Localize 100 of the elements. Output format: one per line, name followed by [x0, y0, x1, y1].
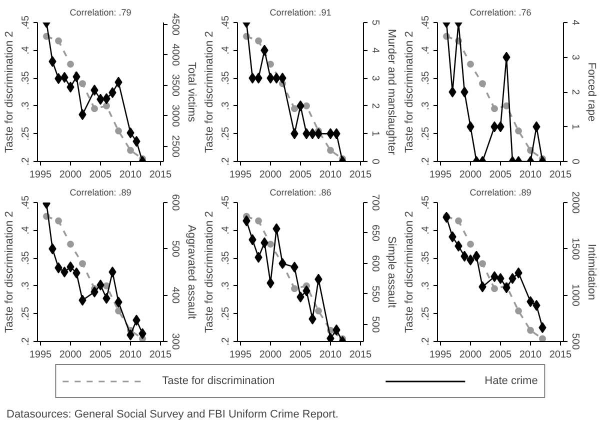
- y-tick-label: .2: [420, 156, 432, 166]
- y2-tick-label: 1: [370, 130, 380, 137]
- y-tick-label: .25: [220, 306, 232, 321]
- y2-axis-title: Simple assault: [386, 236, 398, 308]
- y-tick-label: .45: [20, 15, 32, 30]
- x-tick-label: 2010: [319, 350, 342, 360]
- y-tick-label: .2: [20, 336, 32, 346]
- y2-axis-title: Total victims: [186, 62, 198, 122]
- y-tick-label: .45: [20, 195, 32, 210]
- y-tick-label: .45: [220, 15, 232, 30]
- y-tick-label: .25: [420, 126, 432, 141]
- chart-title: Correlation: .79: [70, 8, 132, 18]
- y-tick-label: .4: [420, 46, 432, 54]
- y-axis-title: Taste for discrimination 2: [204, 211, 216, 333]
- x-tick-label: 2005: [489, 350, 512, 360]
- x-tick-label: 1995: [29, 170, 52, 180]
- y2-tick-label: 2: [370, 103, 380, 110]
- y2-tick-label: 3500: [170, 74, 180, 97]
- x-tick-label: 1995: [229, 350, 252, 360]
- y2-tick-label: 4500: [170, 13, 180, 36]
- y-tick-label: .4: [20, 226, 32, 234]
- chart-title: Correlation: .86: [270, 188, 332, 198]
- y-tick-label: .3: [420, 101, 432, 110]
- x-tick-label: 2010: [319, 170, 342, 180]
- x-tick-label: 2005: [89, 170, 112, 180]
- x-tick-label: 1995: [29, 350, 52, 360]
- x-tick-label: 2000: [259, 350, 282, 360]
- y-tick-label: .4: [220, 226, 232, 234]
- x-tick-label: 2015: [149, 350, 172, 360]
- y2-tick-label: 0: [570, 158, 580, 165]
- chart-title: Correlation: .89: [70, 188, 132, 198]
- y2-tick-label: 0: [370, 158, 380, 165]
- y-tick-label: .35: [20, 250, 32, 266]
- y2-tick-label: 400: [170, 286, 180, 304]
- y-tick-label: .2: [420, 336, 432, 346]
- y-tick-label: .35: [220, 70, 232, 86]
- x-tick-label: 2015: [349, 170, 372, 180]
- y2-axis-title: Aggravated assault: [186, 224, 198, 320]
- y2-tick-label: 700: [370, 194, 380, 212]
- y-axis-title: Taste for discrimination 2: [404, 211, 416, 333]
- x-tick-label: 2005: [489, 170, 512, 180]
- x-tick-label: 2015: [349, 350, 372, 360]
- y-tick-label: .35: [20, 70, 32, 86]
- x-tick-label: 2010: [119, 170, 142, 180]
- y-axis-title: Taste for discrimination 2: [404, 31, 416, 153]
- y2-tick-label: 4000: [170, 44, 180, 66]
- y2-tick-label: 1000: [570, 284, 580, 307]
- chart-title: Correlation: .91: [270, 8, 332, 18]
- y2-tick-label: 500: [170, 240, 180, 258]
- y-tick-label: .3: [220, 281, 232, 290]
- y2-tick-label: 2000: [570, 191, 580, 214]
- text: Taste for discrimination: [162, 375, 275, 387]
- y-tick-label: .3: [220, 101, 232, 110]
- y2-tick-label: 1500: [570, 238, 580, 260]
- y-tick-label: .25: [420, 306, 432, 321]
- y2-tick-label: 600: [370, 255, 380, 272]
- y2-tick-label: 600: [170, 194, 180, 212]
- x-tick-label: 2000: [59, 350, 82, 360]
- y-tick-label: .45: [420, 15, 432, 30]
- y2-axis-title: Intimidation: [586, 244, 598, 300]
- y2-tick-label: 5: [370, 20, 380, 26]
- y-tick-label: .4: [220, 46, 232, 54]
- y-tick-label: .25: [20, 126, 32, 141]
- x-tick-label: 2015: [549, 350, 572, 360]
- y-axis-title: Taste for discrimination 2: [204, 31, 216, 153]
- y2-tick-label: 3000: [170, 104, 180, 128]
- x-tick-label: 2015: [149, 170, 172, 180]
- y2-tick-label: 650: [370, 224, 380, 242]
- y2-tick-label: 2500: [170, 135, 180, 158]
- x-tick-label: 2015: [549, 170, 572, 180]
- y2-tick-label: 3: [370, 75, 380, 82]
- x-tick-label: 1995: [229, 170, 252, 180]
- y2-tick-label: 4: [570, 20, 580, 26]
- x-tick-label: 2005: [89, 350, 112, 360]
- x-tick-label: 2005: [289, 170, 312, 180]
- text: Hate crime: [484, 375, 538, 387]
- y-tick-label: .3: [20, 281, 32, 290]
- x-tick-label: 2000: [259, 170, 282, 180]
- x-tick-label: 2010: [519, 170, 542, 180]
- y2-tick-label: 1: [570, 124, 580, 130]
- y-tick-label: .25: [20, 306, 32, 321]
- y2-tick-label: 500: [570, 333, 580, 350]
- x-tick-label: 2010: [119, 350, 142, 360]
- x-tick-label: 2000: [59, 170, 82, 180]
- y-tick-label: .2: [20, 156, 32, 166]
- y2-tick-label: 550: [370, 286, 380, 303]
- y-axis-title: Taste for discrimination 2: [4, 31, 16, 153]
- y-axis-title: Taste for discrimination 2: [4, 211, 16, 333]
- x-tick-label: 2000: [459, 350, 482, 360]
- y2-axis-title: Murder and manslaughter: [386, 29, 398, 156]
- y2-tick-label: 300: [170, 333, 180, 350]
- y2-tick-label: 4: [370, 48, 380, 54]
- chart-title: Correlation: .76: [470, 8, 532, 18]
- y2-tick-label: 3: [570, 54, 580, 60]
- y-tick-label: .25: [220, 126, 232, 141]
- y2-tick-label: 500: [370, 316, 380, 334]
- x-tick-label: 2000: [459, 170, 482, 180]
- x-tick-label: 1995: [429, 170, 452, 180]
- y-tick-label: .2: [220, 336, 232, 346]
- y2-tick-label: 2: [570, 89, 580, 96]
